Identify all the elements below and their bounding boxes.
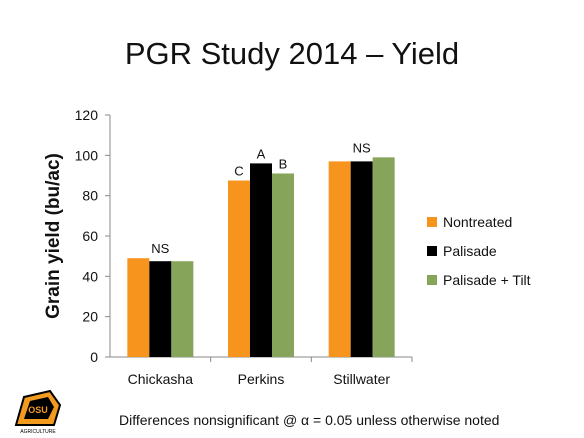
legend-swatch-palisade xyxy=(427,245,437,256)
x-tick-label-stillwater: Stillwater xyxy=(333,371,390,387)
bar-chickasha-palisade-tilt xyxy=(171,261,194,357)
annotation-perkins-b: B xyxy=(279,156,288,171)
bar-perkins-palisade-tilt xyxy=(272,173,294,357)
y-tick-label: 0 xyxy=(90,349,98,365)
legend-label-nontreated: Nontreated xyxy=(443,213,513,230)
y-tick-label: 40 xyxy=(82,268,98,284)
y-axis-label: Grain yield (bu/ac) xyxy=(43,153,64,319)
annotation-perkins-a: A xyxy=(257,146,266,161)
bar-perkins-nontreated xyxy=(228,180,250,357)
footnote: Differences nonsignificant @ α = 0.05 un… xyxy=(119,412,500,428)
bar-perkins-palisade xyxy=(250,163,272,357)
bar-stillwater-palisade xyxy=(350,161,373,357)
legend-label-palisade-tilt: Palisade + Tilt xyxy=(443,271,531,288)
legend-item-palisade-tilt: Palisade + Tilt xyxy=(427,265,531,294)
osu-agriculture-logo: OSU AGRICULTURE xyxy=(14,389,62,435)
y-tick-label: 80 xyxy=(82,188,98,204)
legend-item-nontreated: Nontreated xyxy=(427,207,531,236)
y-tick-label: 20 xyxy=(82,309,98,325)
y-tick-label: 100 xyxy=(75,147,99,163)
annotation-chickasha-ns: NS xyxy=(151,241,169,256)
y-tick-label: 120 xyxy=(75,107,99,123)
legend-swatch-palisade-tilt xyxy=(427,274,437,285)
annotation-perkins-c: C xyxy=(234,164,243,179)
bar-chickasha-nontreated xyxy=(127,258,150,357)
svg-text:OSU: OSU xyxy=(28,405,48,415)
bar-stillwater-palisade-tilt xyxy=(372,157,395,357)
svg-text:AGRICULTURE: AGRICULTURE xyxy=(20,429,56,435)
legend: Nontreated Palisade Palisade + Tilt xyxy=(427,207,531,294)
x-tick-label-perkins: Perkins xyxy=(238,371,285,387)
legend-label-palisade: Palisade xyxy=(443,242,497,259)
annotation-stillwater-ns: NS xyxy=(353,140,371,155)
slide-title: PGR Study 2014 – Yield xyxy=(124,36,460,71)
x-tick-label-chickasha: Chickasha xyxy=(128,371,194,387)
legend-item-palisade: Palisade xyxy=(427,236,531,265)
legend-swatch-nontreated xyxy=(427,216,437,227)
bar-chickasha-palisade xyxy=(149,261,172,357)
y-tick-label: 60 xyxy=(82,228,98,244)
bar-stillwater-nontreated xyxy=(328,161,351,357)
